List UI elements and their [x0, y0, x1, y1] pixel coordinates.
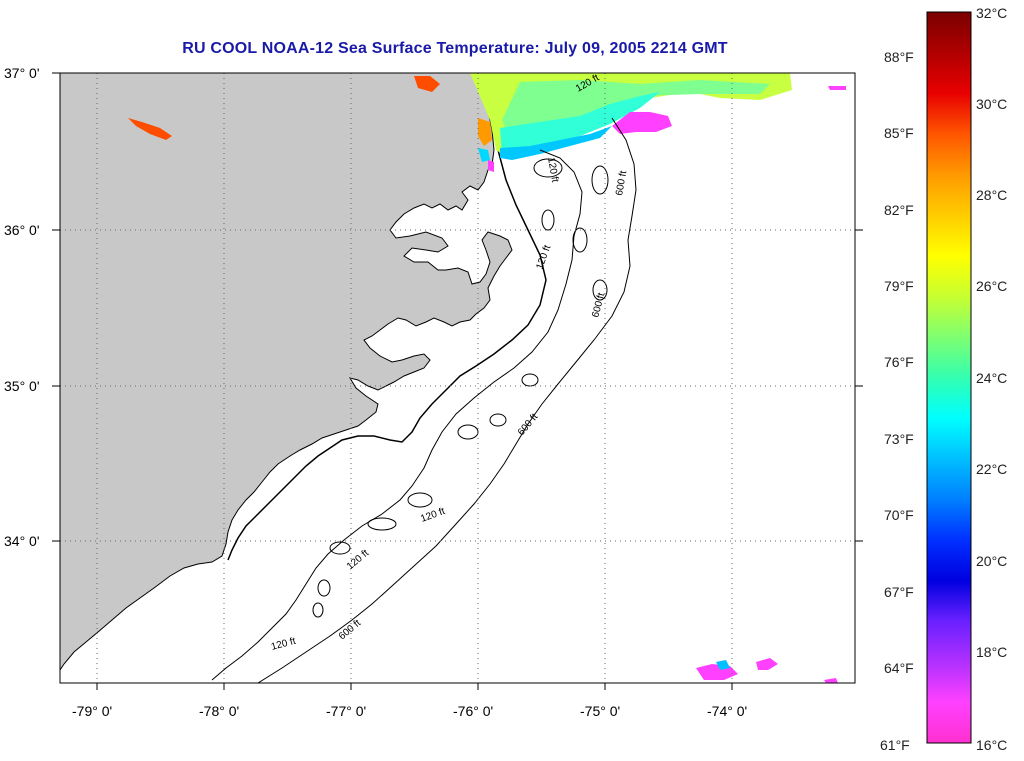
axis-ticks — [52, 72, 863, 690]
contour-label: 600 ft — [614, 170, 629, 197]
lon-label: -74° 0' — [707, 703, 747, 719]
legend-f-label: 88°F — [884, 49, 914, 65]
legend-f-label: 64°F — [884, 660, 914, 676]
legend-c-label: 30°C — [976, 96, 1007, 112]
legend-fahrenheit-labels: 88°F 85°F 82°F 79°F 76°F 73°F 70°F 67°F … — [880, 49, 914, 753]
lat-label: 34° 0' — [4, 533, 40, 549]
legend-c-label: 26°C — [976, 278, 1007, 294]
legend-c-label: 18°C — [976, 644, 1007, 660]
legend-f-label: 70°F — [884, 507, 914, 523]
legend-f-label: 73°F — [884, 431, 914, 447]
barrier-islands — [227, 73, 547, 561]
legend-f-label: 67°F — [884, 584, 914, 600]
map-panel — [60, 73, 855, 683]
legend-f-label: 61°F — [880, 737, 910, 753]
lat-label: 35° 0' — [4, 378, 40, 394]
land-mass — [60, 73, 513, 671]
longitude-labels: -79° 0' -78° 0' -77° 0' -76° 0' -75° 0' … — [72, 703, 747, 719]
sst-satellite-data — [128, 73, 846, 683]
graticule — [60, 73, 855, 683]
legend-c-label: 16°C — [976, 737, 1007, 753]
lon-label: -76° 0' — [453, 703, 493, 719]
legend-c-label: 32°C — [976, 5, 1007, 21]
lon-label: -79° 0' — [72, 703, 112, 719]
lat-label: 37° 0' — [4, 65, 40, 81]
lon-label: -75° 0' — [580, 703, 620, 719]
lat-label: 36° 0' — [4, 222, 40, 238]
contour-600ft-line — [257, 117, 637, 683]
map-title: RU COOL NOAA-12 Sea Surface Temperature:… — [182, 40, 728, 57]
legend-f-label: 79°F — [884, 278, 914, 294]
lon-label: -78° 0' — [199, 703, 239, 719]
legend-celsius-labels: 32°C 30°C 28°C 26°C 24°C 22°C 20°C 18°C … — [976, 5, 1007, 753]
temperature-legend: 88°F 85°F 82°F 79°F 76°F 73°F 70°F 67°F … — [880, 5, 1007, 753]
lon-label: -77° 0' — [326, 703, 366, 719]
map-frame — [59, 72, 856, 684]
legend-c-label: 22°C — [976, 461, 1007, 477]
contour-label: 120 ft — [545, 157, 560, 184]
legend-c-label: 20°C — [976, 553, 1007, 569]
legend-f-label: 85°F — [884, 125, 914, 141]
legend-c-label: 28°C — [976, 187, 1007, 203]
legend-f-label: 76°F — [884, 354, 914, 370]
legend-colorbar — [926, 11, 972, 744]
latitude-labels: 37° 0' 36° 0' 35° 0' 34° 0' — [4, 65, 40, 549]
legend-c-label: 24°C — [976, 370, 1007, 386]
legend-f-label: 82°F — [884, 202, 914, 218]
